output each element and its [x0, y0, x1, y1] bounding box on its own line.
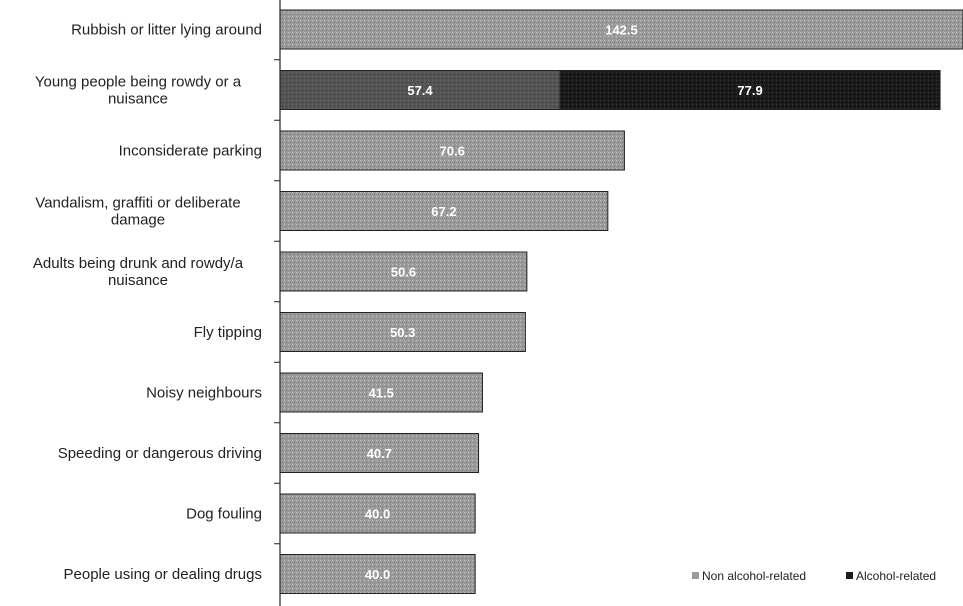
category-label-line: Adults being drunk and rowdy/a: [33, 255, 244, 272]
category-labels: Rubbish or litter lying around Young peop…: [33, 22, 262, 584]
bar-value-label: 70.6: [440, 144, 465, 159]
category-label: Adults being drunk and rowdy/a nuisance: [33, 255, 244, 289]
bar-value-label: 67.2: [431, 204, 456, 219]
category-label-line: Rubbish or litter lying around: [71, 22, 262, 39]
category-label: People using or dealing drugs: [64, 566, 262, 583]
category-label-line: Speeding or dangerous driving: [58, 445, 262, 462]
bar-value-label: 57.4: [407, 83, 433, 98]
category-label-line: damage: [111, 212, 165, 229]
category-label: Inconsiderate parking: [119, 143, 262, 160]
legend: Non alcohol-related Alcohol-related: [692, 569, 936, 583]
category-label-line: Young people being rowdy or a: [35, 74, 242, 91]
legend-swatch: [692, 572, 699, 579]
category-label: Noisy neighbours: [146, 385, 262, 402]
bar-non-alcohol-1: [279, 9, 963, 50]
category-label-line: nuisance: [108, 272, 168, 289]
bar-non-alcohol-9: [279, 493, 476, 534]
bar-value-label: 40.0: [365, 507, 390, 522]
bar-value-label: 41.5: [369, 386, 394, 401]
bar-value-label: 50.6: [391, 265, 416, 280]
bar-value-label: 40.7: [367, 446, 392, 461]
category-label: Vandalism, graffiti or deliberate damage: [35, 195, 240, 229]
category-label: Rubbish or litter lying around: [71, 22, 262, 39]
bar-non-alcohol-10: [279, 554, 476, 594]
category-label-line: nuisance: [108, 91, 168, 108]
category-label: Speeding or dangerous driving: [58, 445, 262, 462]
bar-non-alcohol-3: [279, 130, 625, 171]
legend-label: Alcohol-related: [856, 569, 936, 583]
category-label-line: Fly tipping: [194, 324, 262, 341]
category-label-line: Vandalism, graffiti or deliberate: [35, 195, 240, 212]
category-axis-ticks: [274, 59, 280, 545]
bar-alcohol-2: [559, 70, 941, 110]
bar-value-label: 40.0: [365, 567, 390, 582]
legend-label: Non alcohol-related: [702, 569, 806, 583]
category-label-line: Inconsiderate parking: [119, 143, 262, 160]
bar-value-label: 142.5: [605, 23, 638, 38]
bar-value-label: 50.3: [390, 325, 415, 340]
legend-swatch: [846, 572, 853, 579]
bar-non-alcohol-7: [279, 372, 483, 413]
category-label: Young people being rowdy or a nuisance: [35, 74, 242, 108]
bar-non-alcohol-8: [279, 433, 480, 473]
bar-non-alcohol-2: [279, 70, 561, 110]
bars-layer: 142.5 57.4 77.9 70.6 67.2 50.6 50.3 41.5 40.7 40.…: [279, 9, 963, 594]
category-label: Dog fouling: [186, 506, 262, 523]
category-label-line: Dog fouling: [186, 506, 262, 523]
category-label-line: People using or dealing drugs: [64, 566, 262, 583]
category-label: Fly tipping: [194, 324, 262, 341]
bar-value-label: 77.9: [737, 83, 762, 98]
category-label-line: Noisy neighbours: [146, 385, 262, 402]
